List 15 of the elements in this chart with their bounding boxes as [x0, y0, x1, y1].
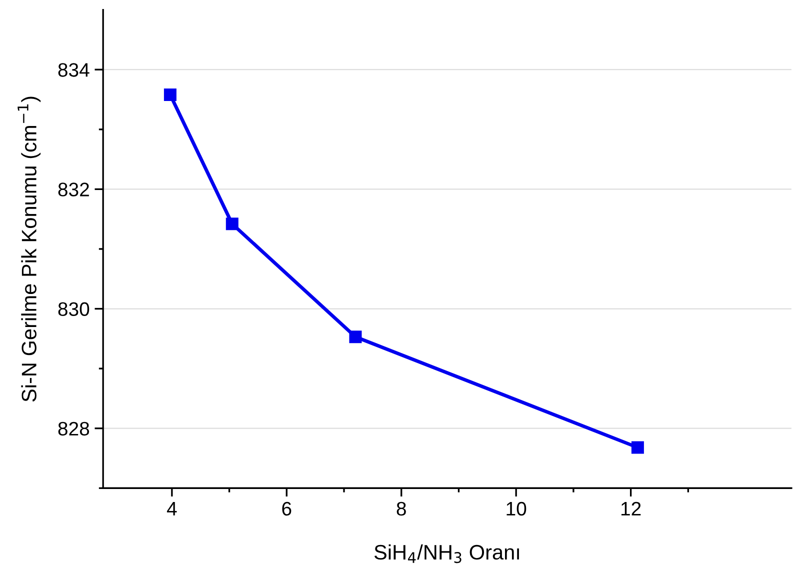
- x-tick-label: 12: [621, 502, 641, 516]
- point: [631, 441, 644, 454]
- y-axis-title: Si-N Gerilme Pik Konumu (cm$^{−1}$): [18, 96, 41, 402]
- point: [164, 88, 176, 101]
- x-axis-title: SiH$_{4}$/NH$_{3}$ Oranı: [374, 544, 519, 564]
- y-tick-label: 828: [58, 422, 90, 436]
- x-tick-label: 10: [506, 502, 526, 516]
- y-tick-label: 834: [58, 63, 90, 77]
- x-tick-label: 4: [166, 502, 177, 516]
- y-tick-label: 830: [58, 302, 90, 316]
- x-tick-label: 8: [396, 502, 406, 516]
- y-tick-label: 832: [58, 182, 89, 196]
- x-tick-label: 6: [282, 502, 292, 516]
- point: [226, 218, 238, 230]
- point: [349, 330, 362, 344]
